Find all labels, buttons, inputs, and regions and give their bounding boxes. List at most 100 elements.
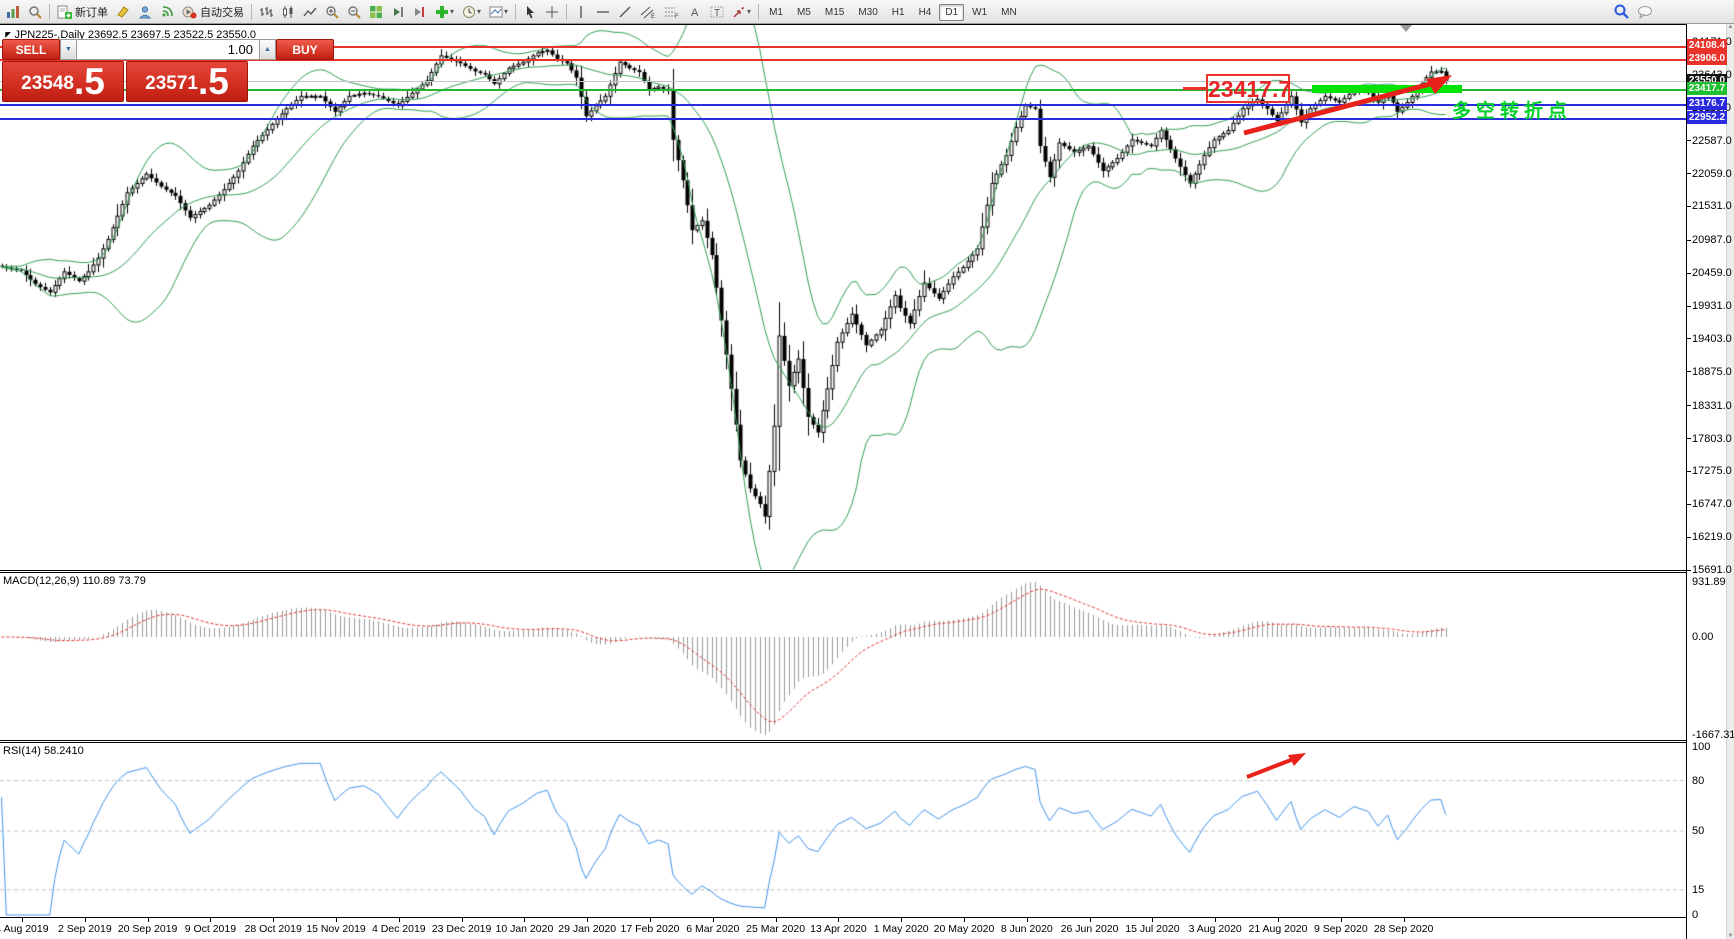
date-tick-mark [587, 918, 589, 922]
arrows-shapes-icon[interactable]: ▾ [729, 2, 754, 22]
price-axis[interactable]: 24171.023643.023115.022587.022059.021531… [1686, 24, 1734, 939]
rsi-canvas[interactable] [0, 743, 1686, 917]
date-tick-mark [524, 918, 526, 922]
timeframe-button-w1[interactable]: W1 [972, 7, 988, 18]
text-label-icon[interactable]: T [707, 2, 727, 22]
bid-price-panel[interactable]: 23548.5 [2, 61, 124, 102]
macd-tick-label: -1667.31 [1692, 729, 1734, 741]
cursor-icon[interactable] [520, 2, 540, 22]
timeframe-button-m30[interactable]: M30 [858, 7, 878, 18]
date-label: 26 Jun 2020 [1060, 923, 1119, 935]
price-tick-mark [1687, 338, 1691, 340]
price-tick-label: 16747.0 [1692, 498, 1732, 511]
chart-preview-icon[interactable] [25, 2, 45, 22]
periods-icon[interactable]: ▾ [459, 2, 484, 22]
price-tick-label: 17275.0 [1692, 465, 1732, 478]
candlestick-icon[interactable] [278, 2, 298, 22]
symbol-icon: ◤ [5, 30, 12, 40]
indicators-icon[interactable]: ▾ [432, 2, 457, 22]
autotrade-button[interactable]: 自动交易 [179, 2, 247, 22]
zoom-in-icon[interactable] [322, 2, 342, 22]
price-tick-label: 18331.0 [1692, 399, 1732, 412]
volume-input[interactable] [77, 39, 259, 60]
horizontal-level-line[interactable] [0, 58, 1686, 61]
zoom-out-icon[interactable] [344, 2, 364, 22]
search-icon[interactable] [1611, 2, 1632, 22]
horizontal-line-icon[interactable] [593, 2, 613, 22]
trendline-icon[interactable] [615, 2, 635, 22]
date-label: 20 May 2020 [933, 923, 995, 935]
vertical-line-icon[interactable] [571, 2, 591, 22]
horizontal-level-line[interactable] [0, 103, 1686, 106]
chat-icon[interactable] [1634, 2, 1656, 22]
rsi-pane[interactable]: RSI(14) 58.2410 [0, 742, 1686, 918]
timeframe-button-m5[interactable]: M5 [796, 7, 811, 18]
resistance-highlight-bar[interactable] [1312, 85, 1462, 93]
scroll-up-icon[interactable]: ▲ [1727, 24, 1734, 30]
bid-price-main: 23548 [21, 73, 74, 94]
new-chart-icon[interactable] [3, 2, 23, 22]
rsi-tick-label: 50 [1692, 825, 1705, 837]
date-tick-mark [964, 918, 965, 922]
rsi-arrow[interactable] [1240, 745, 1318, 783]
date-label: 15 Jul 2020 [1125, 923, 1180, 935]
signals-icon[interactable] [157, 2, 177, 22]
macd-tick-label: 0.00 [1692, 631, 1714, 643]
date-tick-mark [1152, 918, 1154, 922]
scroll-down-icon[interactable]: ▼ [1727, 933, 1734, 939]
tile-windows-icon[interactable] [366, 2, 386, 22]
turning-point-label[interactable]: 多空转折点 [1452, 101, 1573, 122]
community-icon[interactable] [135, 2, 155, 22]
date-label: 23 Dec 2019 [431, 923, 492, 935]
price-tick-mark [1687, 470, 1691, 472]
timeframe-button-d1[interactable]: D1 [939, 4, 965, 21]
crosshair-icon[interactable] [542, 2, 562, 22]
main-chart-pane[interactable]: ◤ JPN225-,Daily 23692.5 23697.5 23522.5 2… [0, 24, 1686, 571]
line-chart-icon[interactable] [300, 2, 320, 22]
buy-button[interactable]: BUY [276, 39, 334, 60]
price-tick-mark [1687, 205, 1691, 207]
horizontal-level-line[interactable] [0, 45, 1686, 48]
templates-icon[interactable]: ▾ [486, 2, 511, 22]
text-icon[interactable]: A [685, 2, 705, 22]
new-order-button[interactable]: 新订单 [54, 2, 111, 22]
trend-arrow[interactable] [1228, 67, 1468, 139]
equidistant-channel-icon[interactable]: E [637, 2, 659, 22]
horizontal-level-line[interactable] [0, 117, 1686, 120]
chart-shift-marker-icon[interactable] [1400, 25, 1412, 32]
volume-up-button[interactable]: ▲ [259, 39, 276, 60]
macd-pane[interactable]: MACD(12,26,9) 110.89 73.79 [0, 572, 1686, 741]
fibonacci-icon[interactable]: F [661, 2, 683, 22]
ask-price-panel[interactable]: 23571.5 [126, 61, 248, 102]
timeframe-button-h4[interactable]: H4 [918, 7, 932, 18]
toolbar-separator [251, 3, 252, 20]
timeframe-button-m1[interactable]: M1 [769, 7, 783, 18]
auto-scroll-icon[interactable] [388, 2, 408, 22]
price-callout-dash [1183, 87, 1206, 90]
date-tick-mark [84, 918, 86, 922]
date-label: 17 Feb 2020 [620, 923, 680, 935]
date-tick-mark [1403, 918, 1405, 922]
chart-shift-icon[interactable] [410, 2, 430, 22]
horizontal-level-line[interactable] [0, 88, 1686, 91]
volume-down-button[interactable]: ▼ [60, 39, 77, 60]
bar-chart-icon[interactable] [256, 2, 276, 22]
price-canvas[interactable] [0, 25, 1686, 570]
date-axis[interactable]: 4 Aug 2019 2 Sep 2019 20 Sep 2019 9 Oct 201… [0, 918, 1686, 939]
date-tick-mark [1340, 918, 1342, 922]
macd-canvas[interactable] [0, 573, 1686, 740]
timeframe-button-m15[interactable]: M15 [824, 7, 845, 18]
price-tick-label: 21531.0 [1692, 200, 1732, 213]
horizontal-level-line[interactable] [0, 81, 1686, 83]
price-callout[interactable]: 23417.7 [1206, 74, 1292, 103]
vertical-scrollbar[interactable]: ▲ ▼ [1726, 24, 1734, 939]
date-tick-mark [1089, 918, 1091, 922]
timeframe-button-h1[interactable]: H1 [891, 7, 905, 18]
date-tick-mark [1215, 918, 1217, 922]
sell-button[interactable]: SELL [2, 39, 60, 60]
timeframe-button-mn[interactable]: MN [1001, 7, 1017, 18]
styler-icon[interactable] [113, 2, 133, 22]
date-label: 4 Aug 2019 [0, 923, 49, 935]
date-label: 15 Nov 2019 [306, 923, 366, 935]
main-toolbar: 新订单 自动交易 ▾ ▾ ▾ E F A T ▾ M1 M5 M15 M30 H1 H4 D… [0, 0, 1734, 24]
